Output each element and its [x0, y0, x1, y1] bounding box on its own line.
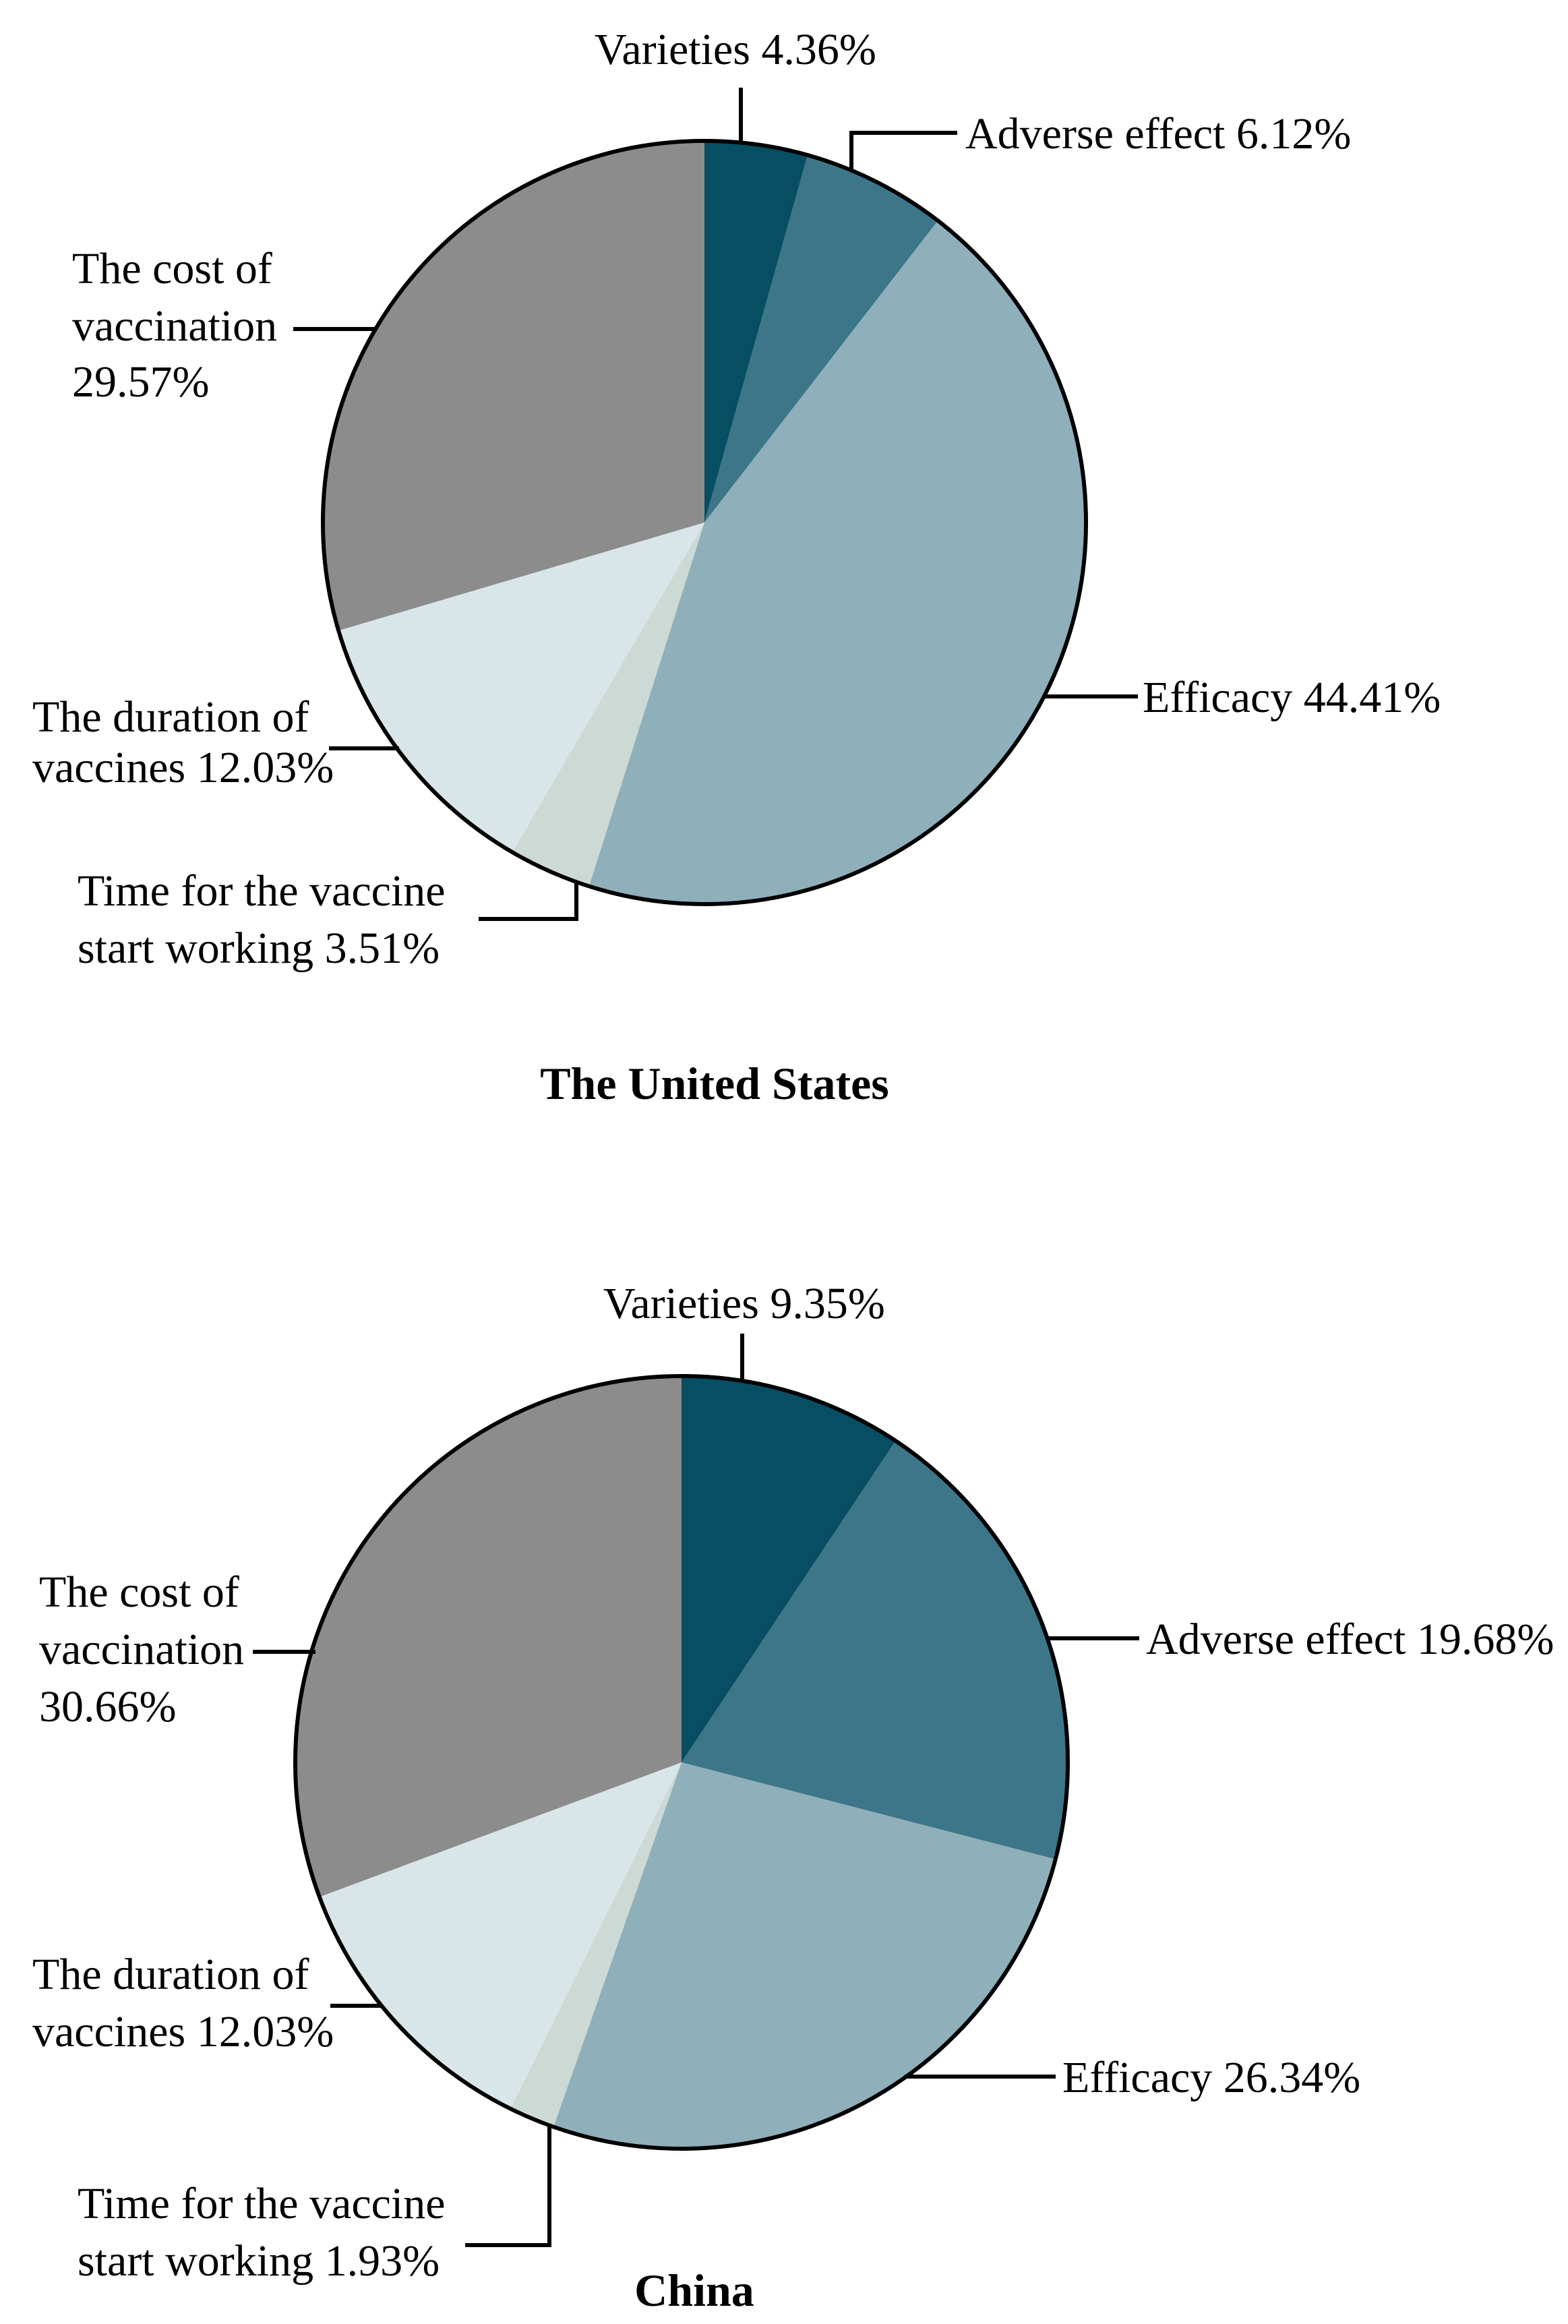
pie-slice-varieties	[704, 142, 808, 523]
leader-us-adverse-effect	[849, 131, 957, 171]
pie-slice-efficacy	[553, 1762, 1055, 2148]
chart-china: Varieties 9.35% Adverse effect 19.68% Ef…	[32, 1279, 1554, 2316]
label-china-time-line2: start working 1.93%	[78, 2236, 440, 2286]
label-china-duration-line2: vaccines 12.03%	[32, 2007, 334, 2056]
label-china-varieties: Varieties 9.35%	[603, 1279, 885, 1328]
label-china-time-line1: Time for the vaccine	[78, 2179, 446, 2228]
pie-slice-time-for-the-vaccine-start-working	[512, 523, 704, 886]
pie-us-outline	[321, 139, 1088, 906]
pie-slice-efficacy	[589, 221, 1085, 903]
pie-china-outline	[293, 1374, 1070, 2151]
pie-slice-the-duration-of-vaccines	[320, 1762, 682, 2108]
chart-title-united-states: The United States	[540, 1058, 889, 1109]
label-us-time-line2: start working 3.51%	[78, 924, 440, 973]
pie-china-slices	[296, 1377, 1067, 2148]
pie-slice-adverse-effect	[704, 156, 938, 523]
pie-slice-varieties	[682, 1377, 896, 1762]
label-china-efficacy: Efficacy 26.34%	[1062, 2053, 1360, 2102]
label-us-cost-line2: vaccination	[72, 301, 277, 351]
label-us-varieties: Varieties 4.36%	[595, 25, 876, 74]
pie-slice-adverse-effect	[682, 1441, 1067, 1859]
label-us-efficacy: Efficacy 44.41%	[1143, 673, 1441, 722]
label-china-cost-line3: 30.66%	[39, 1682, 176, 1731]
label-us-adverse-effect: Adverse effect 6.12%	[965, 109, 1351, 158]
label-us-duration-line1: The duration of	[32, 692, 309, 742]
label-china-cost-line1: The cost of	[39, 1568, 239, 1617]
leader-china-time	[465, 2124, 551, 2247]
label-us-time-line1: Time for the vaccine	[78, 866, 446, 916]
pie-slice-the-cost-of-vaccination	[296, 1377, 682, 1897]
label-china-adverse-effect: Adverse effect 19.68%	[1146, 1615, 1554, 1664]
label-china-cost-line2: vaccination	[39, 1625, 244, 1674]
leader-us-time	[479, 881, 578, 921]
chart-title-china: China	[634, 2265, 754, 2316]
pie-slice-time-for-the-vaccine-start-working	[510, 1762, 682, 2126]
pie-us-slices	[323, 142, 1085, 903]
label-us-cost-line1: The cost of	[72, 244, 272, 293]
pie-slice-the-cost-of-vaccination	[323, 142, 704, 631]
label-china-duration-line1: The duration of	[32, 1950, 309, 1999]
pie-slice-the-duration-of-vaccines	[339, 523, 704, 852]
label-us-duration-line2: vaccines 12.03%	[32, 743, 334, 792]
chart-united-states: Varieties 4.36% Adverse effect 6.12% Eff…	[32, 25, 1441, 1109]
label-us-cost-line3: 29.57%	[72, 357, 209, 407]
